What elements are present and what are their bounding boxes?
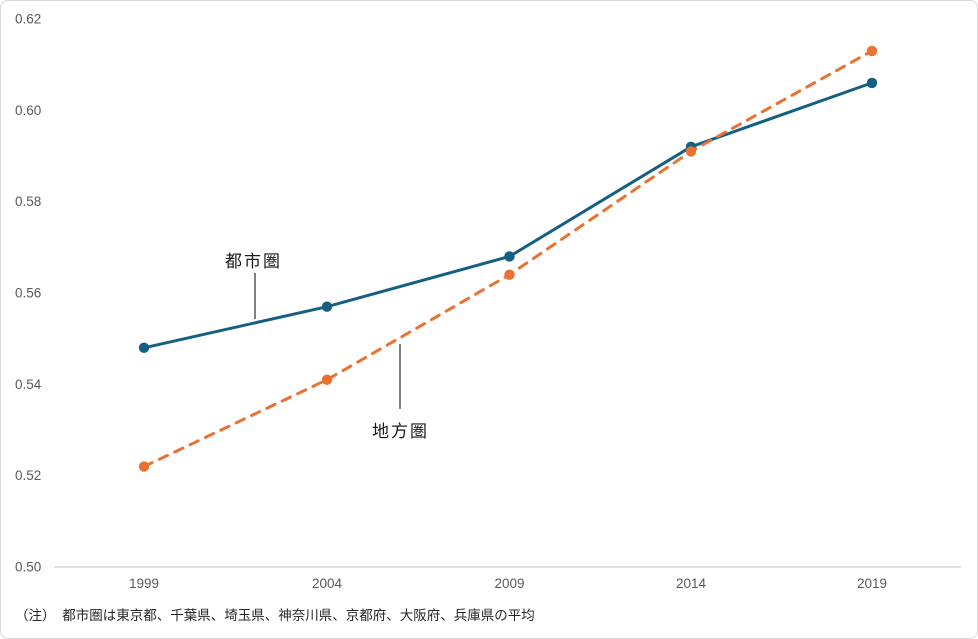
data-point-urban-1999 [138, 342, 150, 353]
data-point-urban-2004 [321, 301, 333, 312]
y-axis-tick-label: 0.62 [15, 11, 41, 26]
data-point-regional-2009 [504, 269, 515, 280]
data-point-urban-2009 [504, 251, 515, 262]
y-axis-tick-label: 0.52 [15, 468, 41, 483]
chart-note: （注） 都市圏は東京都、千葉県、埼玉県、神奈川県、京都府、大阪府、兵庫県の平均 [15, 608, 535, 623]
x-axis-tick-label: 2004 [312, 576, 343, 591]
y-axis-tick-label: 0.50 [15, 560, 41, 575]
y-axis-tick-label: 0.54 [15, 377, 42, 392]
x-axis-tick-label: 2014 [676, 576, 707, 591]
data-point-urban-2019 [866, 77, 878, 89]
x-axis-tick-label: 2009 [494, 576, 524, 591]
data-point-regional-2019 [866, 45, 878, 57]
y-axis-tick-label: 0.60 [15, 103, 41, 118]
data-point-regional-2004 [321, 374, 333, 385]
series-line-urban [142, 81, 874, 350]
x-axis-tick-label: 2019 [857, 576, 887, 591]
y-axis-tick-label: 0.56 [15, 285, 41, 300]
data-point-regional-2014 [685, 146, 697, 157]
y-axis-tick-label: 0.58 [15, 194, 41, 209]
series-label-regional: 地方圏 [372, 422, 429, 441]
data-point-regional-1999 [138, 461, 150, 472]
x-axis-tick-label: 1999 [129, 576, 159, 591]
series-label-urban: 都市圏 [225, 252, 282, 271]
